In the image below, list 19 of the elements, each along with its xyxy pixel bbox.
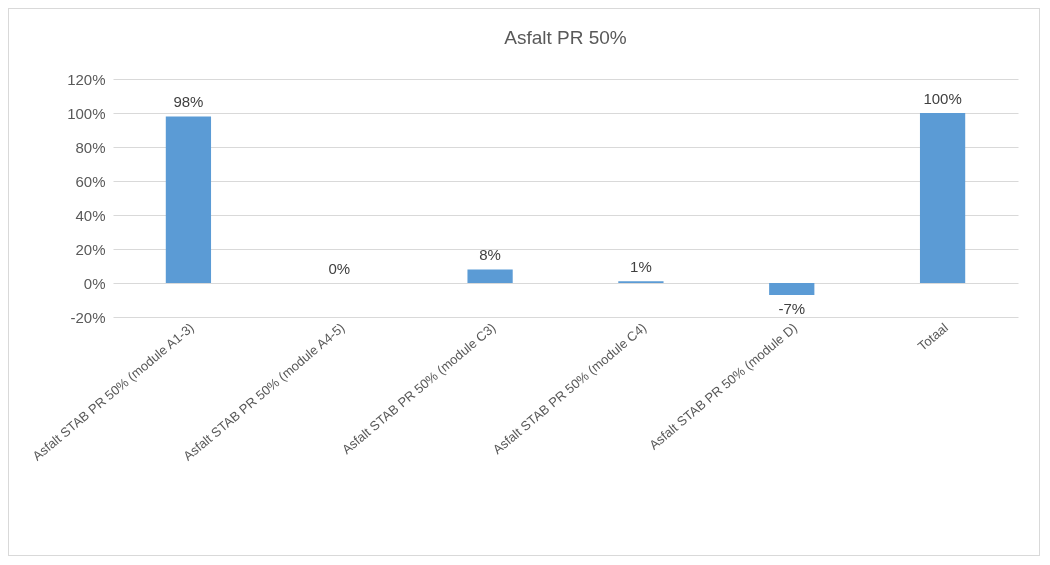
- y-tick-label: 100%: [67, 104, 106, 122]
- y-tick-label: 0%: [83, 274, 106, 292]
- data-label: 8%: [479, 246, 501, 264]
- bar: [769, 283, 815, 295]
- bar: [919, 113, 966, 283]
- y-tick-label: -20%: [70, 308, 106, 326]
- data-label: 100%: [923, 90, 962, 107]
- y-tick-label: 20%: [75, 240, 106, 258]
- data-label: 98%: [173, 93, 204, 111]
- data-label: 0%: [328, 260, 351, 277]
- bar: [467, 269, 513, 283]
- data-label: -7%: [778, 299, 806, 317]
- bar: [165, 116, 212, 283]
- y-tick-label: 60%: [75, 172, 106, 190]
- chart-title: Asfalt PR 50%: [504, 27, 627, 48]
- y-tick-label: 80%: [75, 138, 106, 156]
- y-tick-label: 120%: [67, 70, 106, 88]
- y-tick-label: 40%: [75, 206, 106, 224]
- data-label: 1%: [630, 258, 652, 276]
